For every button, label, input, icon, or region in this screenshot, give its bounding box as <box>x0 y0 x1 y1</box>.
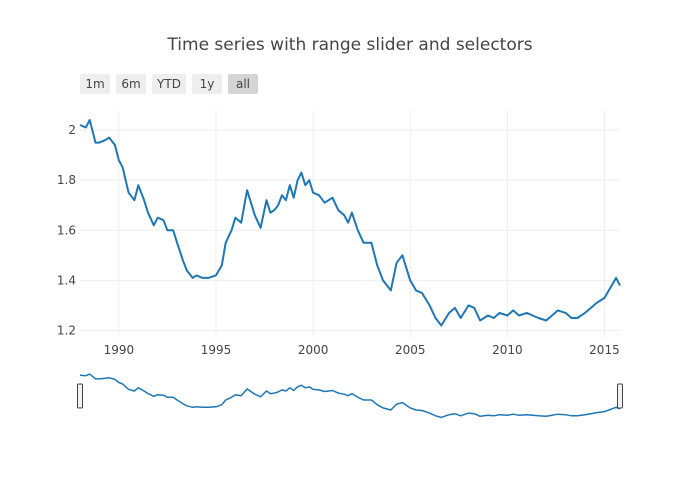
y-tick-label: 1.2 <box>57 323 76 337</box>
chart-title: Time series with range slider and select… <box>166 35 532 55</box>
x-tick-label: 2015 <box>589 343 620 357</box>
x-tick-label: 2000 <box>298 343 329 357</box>
range-button-bg <box>192 74 222 94</box>
range-slider-series-line <box>79 373 621 419</box>
gridlines <box>80 110 620 338</box>
series-line <box>79 119 621 327</box>
range-button-bg <box>152 74 186 94</box>
y-tick-label: 1.6 <box>57 223 76 237</box>
range-slider[interactable] <box>77 373 623 419</box>
range-button-label: all <box>236 77 250 91</box>
range-selector: 1m 6m YTD 1y all <box>80 74 258 94</box>
range-slider-right-handle[interactable] <box>617 383 623 409</box>
range-button-ytd[interactable]: YTD <box>152 74 186 94</box>
range-button-1m[interactable]: 1m <box>80 74 110 94</box>
y-tick-label: 2 <box>68 123 76 137</box>
range-button-bg <box>80 74 110 94</box>
range-button-6m[interactable]: 6m <box>116 74 146 94</box>
range-button-label: 6m <box>121 77 140 91</box>
range-button-label: 1m <box>85 77 104 91</box>
x-tick-label: 1995 <box>201 343 232 357</box>
range-button-label: 1y <box>200 77 215 91</box>
y-tick-label: 1.8 <box>57 173 76 187</box>
x-tick-label: 2005 <box>395 343 426 357</box>
range-button-1y[interactable]: 1y <box>192 74 222 94</box>
x-axis-ticks: 1990 1995 2000 2005 2010 2015 <box>104 343 620 357</box>
x-tick-label: 2010 <box>492 343 523 357</box>
x-tick-label: 1990 <box>104 343 135 357</box>
range-button-all[interactable]: all <box>228 74 258 94</box>
y-tick-label: 1.4 <box>57 273 76 287</box>
range-slider-left-handle[interactable] <box>77 383 83 409</box>
range-button-bg <box>228 74 258 94</box>
range-button-bg <box>116 74 146 94</box>
y-axis-ticks: 2 1.8 1.6 1.4 1.2 <box>57 123 76 337</box>
range-button-label: YTD <box>156 77 181 91</box>
